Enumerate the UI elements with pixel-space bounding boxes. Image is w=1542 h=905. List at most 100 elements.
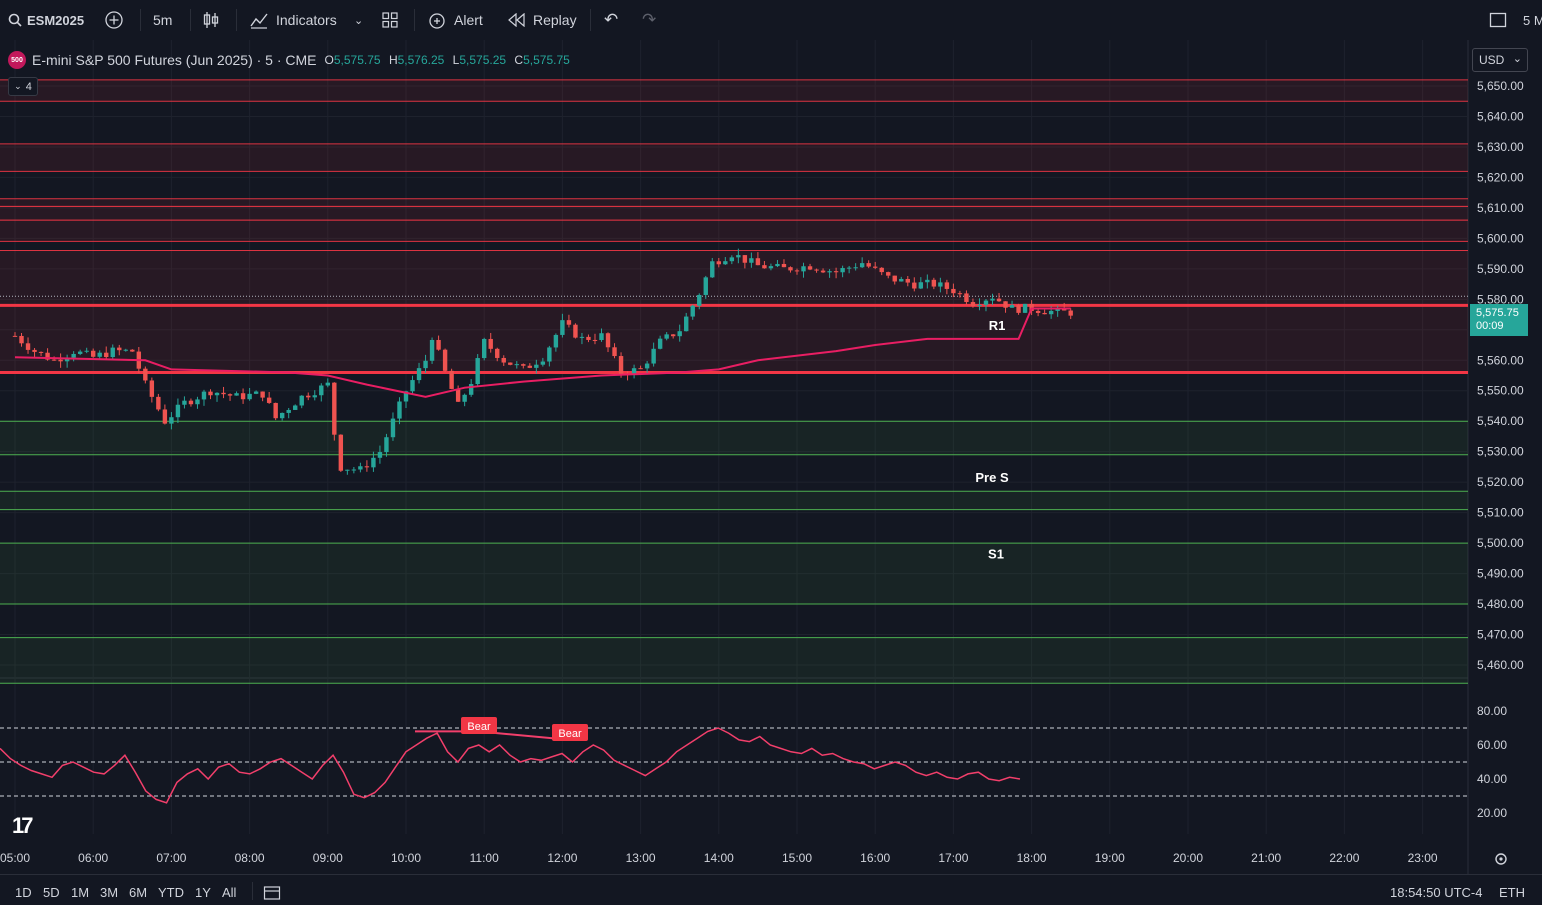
candle: [736, 248, 741, 264]
candle: [586, 334, 591, 343]
candle-body: [123, 349, 128, 351]
range-5d[interactable]: 5D: [43, 885, 60, 900]
candle-body: [573, 324, 578, 338]
symbol-search[interactable]: ESM2025: [8, 0, 84, 40]
redo-button[interactable]: ↷: [642, 0, 656, 40]
range-3m[interactable]: 3M: [100, 885, 119, 900]
price-axis-label: 5,460.00: [1477, 658, 1524, 672]
candle-body: [807, 266, 813, 270]
candle-body: [468, 384, 474, 395]
price-axis-label: 5,480.00: [1477, 597, 1524, 611]
time-axis-label: 07:00: [156, 851, 186, 865]
zone-label-s1: S1: [988, 546, 1004, 561]
candle-body: [925, 279, 930, 283]
date-range-button[interactable]: [263, 884, 281, 905]
candle: [501, 355, 506, 366]
candle-body: [429, 339, 435, 361]
clock-label[interactable]: 18:54:50 UTC-4: [1390, 885, 1483, 900]
replay-button[interactable]: Replay: [508, 0, 577, 40]
candle-body: [117, 347, 122, 351]
candle: [612, 343, 617, 359]
candle: [1003, 301, 1008, 313]
candle: [990, 293, 995, 305]
candle: [77, 349, 83, 356]
session-label[interactable]: ETH: [1499, 885, 1525, 900]
alert-button[interactable]: Alert: [427, 0, 483, 40]
support-zone: [0, 543, 1468, 605]
grid-icon: [382, 12, 398, 28]
layouts-button[interactable]: [381, 0, 399, 40]
candle: [996, 293, 1002, 302]
candle-body: [273, 402, 278, 419]
candle-body: [899, 278, 904, 282]
candle-body: [397, 401, 402, 419]
rsi-line: [0, 727, 1021, 804]
candle: [820, 268, 826, 274]
candle: [1009, 300, 1015, 308]
candle: [377, 445, 383, 464]
interval-button[interactable]: 5m: [153, 12, 173, 28]
candle-body: [104, 352, 109, 357]
range-1y[interactable]: 1Y: [195, 885, 211, 900]
candle-body: [247, 393, 252, 400]
support-zone: [0, 637, 1468, 684]
indicators-dropdown[interactable]: ⌄: [354, 0, 363, 40]
candle: [495, 347, 500, 362]
compare-button[interactable]: [104, 0, 124, 40]
candle: [521, 363, 526, 369]
candle: [338, 434, 344, 472]
range-6m[interactable]: 6M: [129, 885, 148, 900]
candle-body: [390, 418, 396, 438]
range-all[interactable]: All: [222, 885, 237, 900]
chart-area[interactable]: R1 Pre S S1 5,460.00 5,470.00 5,480.00 5,490.0…: [0, 40, 1542, 874]
tradingview-logo[interactable]: 17: [12, 813, 34, 838]
price-axis-label: 5,590.00: [1477, 262, 1524, 276]
time-axis-label: 22:00: [1329, 851, 1359, 865]
candle-body: [84, 350, 89, 352]
candle-body: [1035, 310, 1041, 313]
time-axis-label: 18:00: [1017, 851, 1047, 865]
candle-body: [755, 258, 761, 266]
candle-body: [638, 368, 643, 370]
candle-body: [221, 392, 226, 395]
indicators-button[interactable]: Indicators: [249, 0, 337, 40]
time-axis-label: 13:00: [626, 851, 656, 865]
candle: [573, 323, 578, 339]
range-1m[interactable]: 1M: [71, 885, 90, 900]
candle: [182, 396, 187, 409]
price-axis-label: 5,600.00: [1477, 231, 1524, 245]
candle: [638, 365, 643, 370]
candle: [873, 261, 878, 270]
chart-type-button[interactable]: [202, 0, 220, 40]
last-price-tag: 5,575.75 00:09: [1470, 304, 1528, 336]
candle-body: [364, 466, 370, 468]
candle-body: [553, 334, 559, 348]
candle: [462, 393, 467, 407]
candle: [1022, 303, 1028, 314]
candle: [371, 451, 376, 472]
candle-body: [1016, 305, 1021, 313]
redo-icon: ↷: [642, 10, 657, 29]
range-1d[interactable]: 1D: [15, 885, 32, 900]
candle-body: [25, 343, 31, 350]
candle-body: [944, 282, 950, 289]
currency-select[interactable]: USD ⌄: [1472, 48, 1528, 72]
candle-body: [1022, 303, 1028, 313]
fullscreen-button[interactable]: [1489, 0, 1507, 40]
candle: [397, 397, 402, 425]
undo-button[interactable]: ↶: [604, 0, 618, 40]
candle-body: [514, 364, 519, 366]
candle: [175, 398, 181, 423]
range-ytd[interactable]: YTD: [158, 885, 184, 900]
candle-body: [156, 396, 161, 410]
bear-badge-bg: [461, 717, 497, 734]
chevron-down-icon: ⌄: [354, 14, 364, 27]
indicators-collapse-button[interactable]: ⌄ 4: [8, 77, 38, 96]
price-axis-label: 5,630.00: [1477, 140, 1524, 154]
candle-body: [873, 266, 878, 268]
legend-title[interactable]: E-mini S&P 500 Futures (Jun 2025) · 5 · …: [32, 52, 317, 68]
candle-body: [462, 394, 467, 402]
candle: [273, 402, 278, 421]
candle-body: [312, 395, 317, 398]
candle-body: [214, 392, 220, 396]
